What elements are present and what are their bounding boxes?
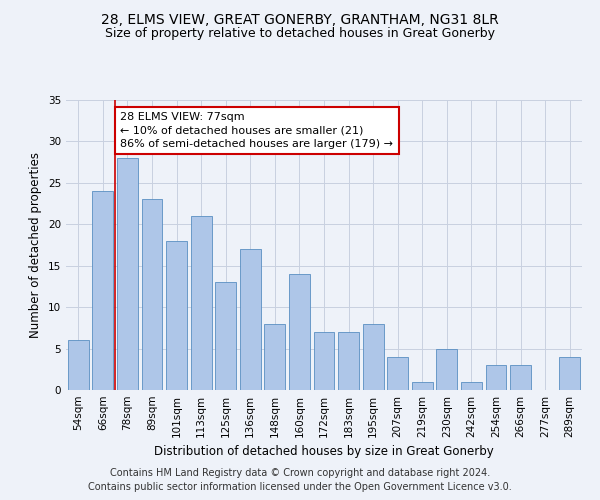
Bar [166, 241, 187, 390]
Text: Contains HM Land Registry data © Crown copyright and database right 2024.
Contai: Contains HM Land Registry data © Crown c… [88, 468, 512, 492]
Bar [68, 340, 89, 390]
Bar [92, 191, 113, 390]
Bar [362, 324, 383, 390]
Text: 28, ELMS VIEW, GREAT GONERBY, GRANTHAM, NG31 8LR: 28, ELMS VIEW, GREAT GONERBY, GRANTHAM, … [101, 12, 499, 26]
Bar [510, 365, 531, 390]
Bar [314, 332, 334, 390]
Bar [191, 216, 212, 390]
Bar [117, 158, 138, 390]
Bar [387, 357, 408, 390]
Bar [461, 382, 482, 390]
Bar [265, 324, 286, 390]
X-axis label: Distribution of detached houses by size in Great Gonerby: Distribution of detached houses by size … [154, 446, 494, 458]
Bar [485, 365, 506, 390]
Text: Size of property relative to detached houses in Great Gonerby: Size of property relative to detached ho… [105, 28, 495, 40]
Bar [412, 382, 433, 390]
Bar [289, 274, 310, 390]
Bar [142, 200, 163, 390]
Bar [338, 332, 359, 390]
Bar [215, 282, 236, 390]
Y-axis label: Number of detached properties: Number of detached properties [29, 152, 43, 338]
Bar [240, 249, 261, 390]
Bar [559, 357, 580, 390]
Text: 28 ELMS VIEW: 77sqm
← 10% of detached houses are smaller (21)
86% of semi-detach: 28 ELMS VIEW: 77sqm ← 10% of detached ho… [120, 112, 393, 149]
Bar [436, 348, 457, 390]
